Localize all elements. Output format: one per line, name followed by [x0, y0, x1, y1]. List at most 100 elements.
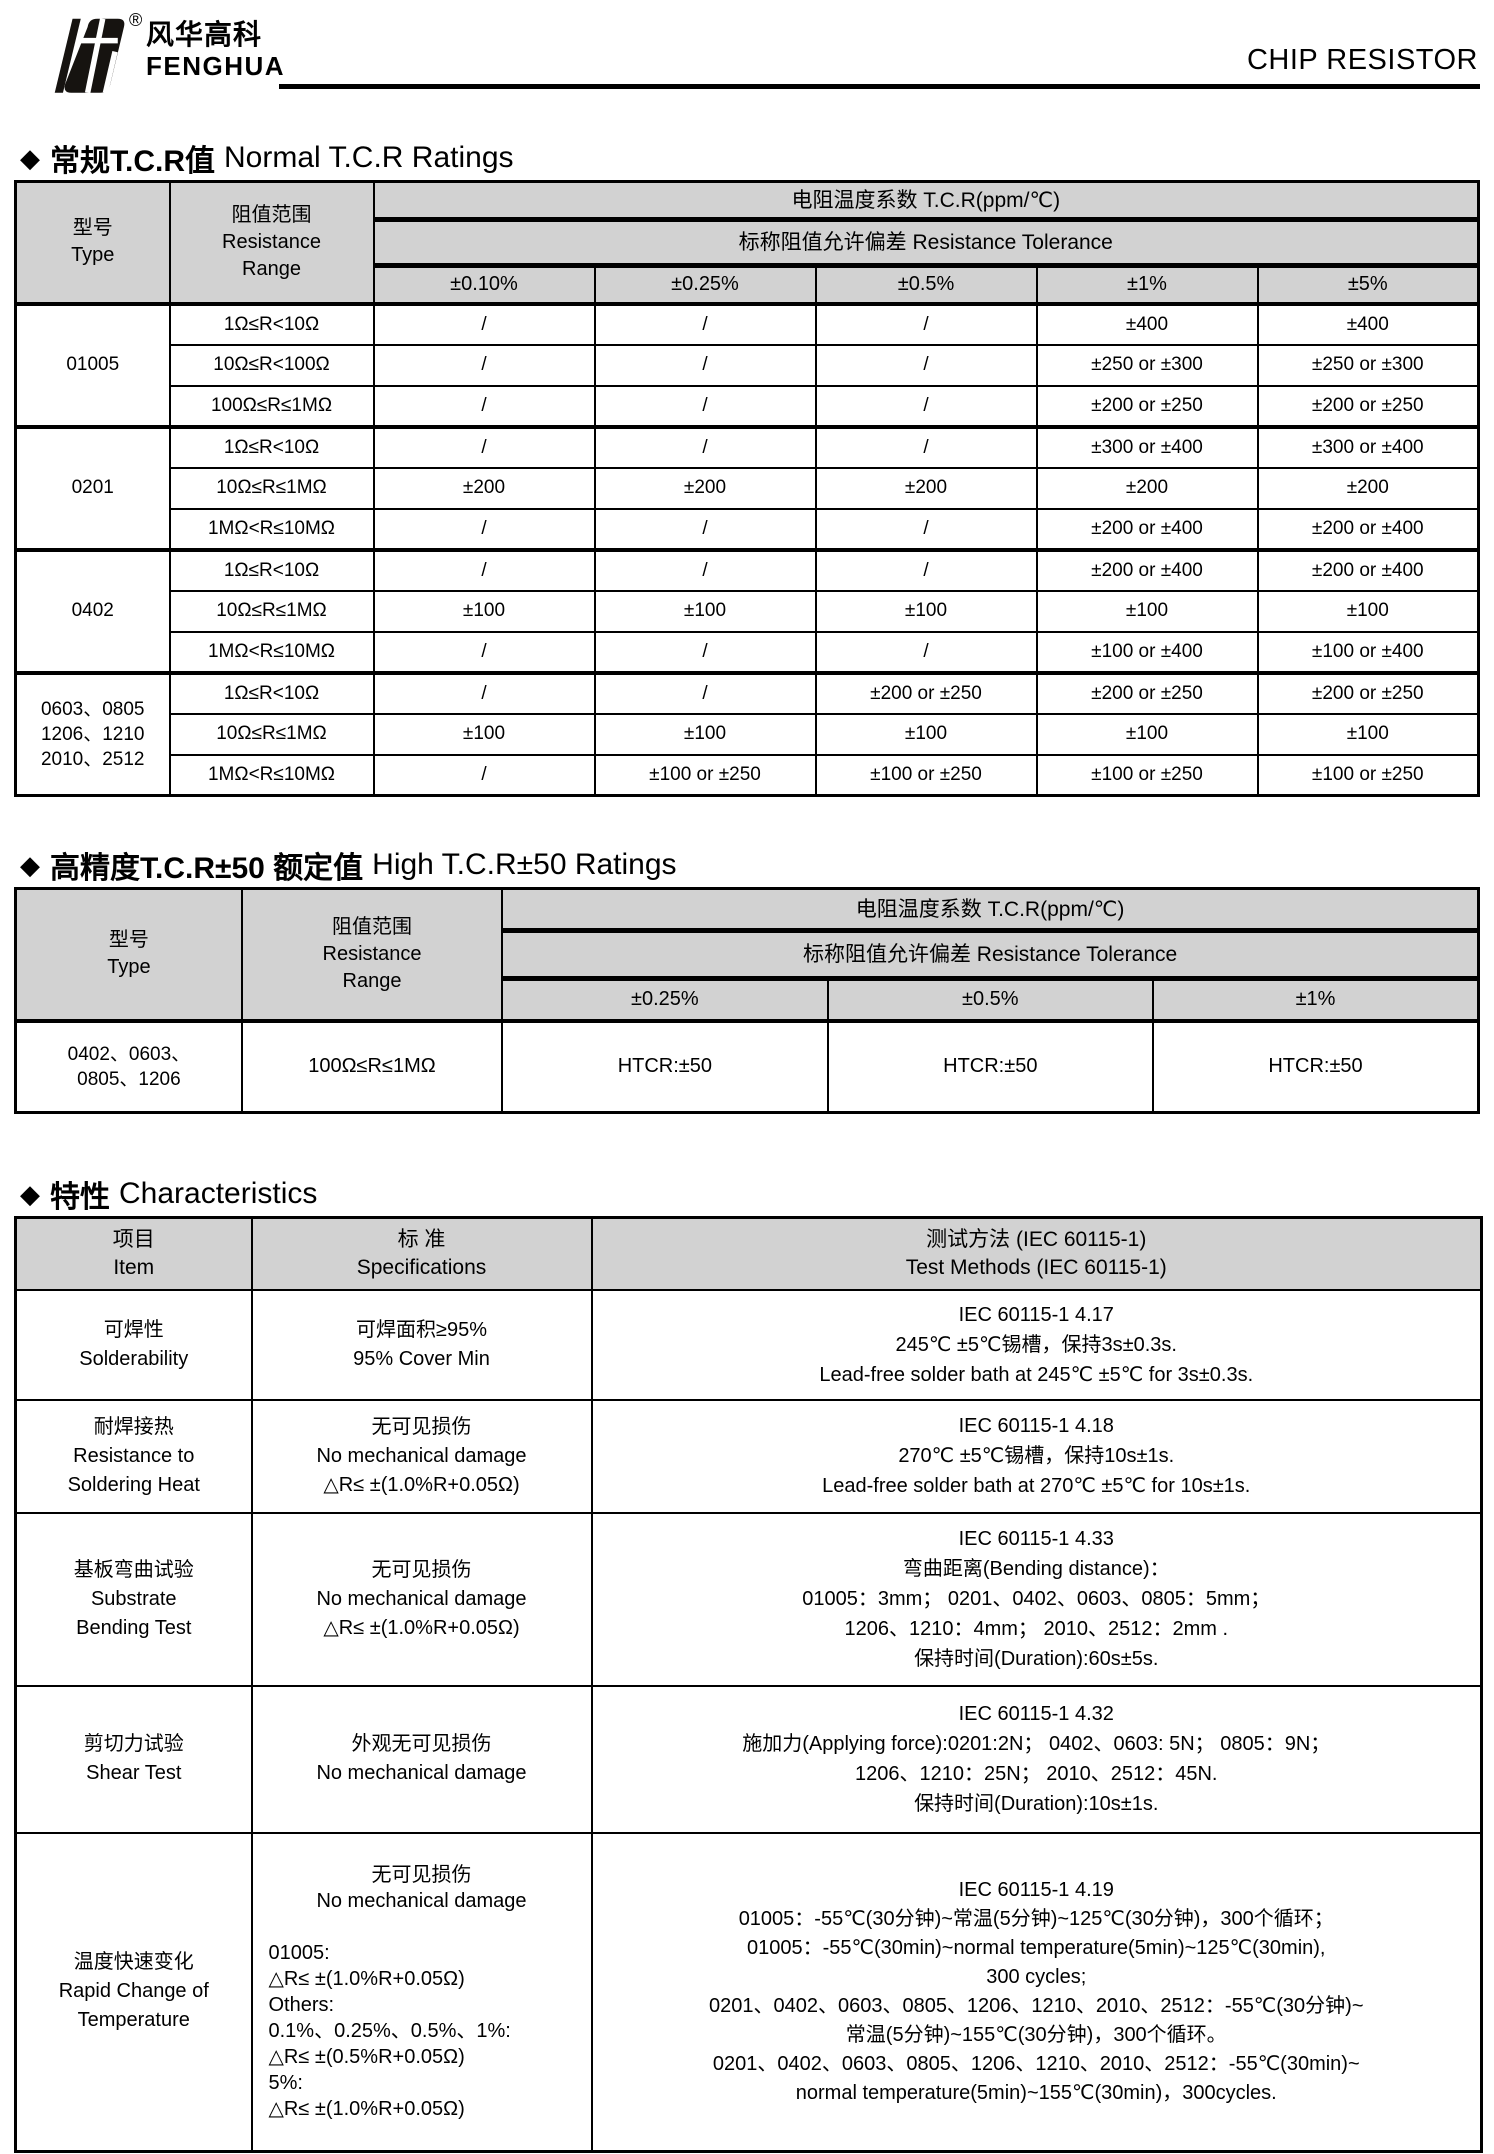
tcr-value-cell: ±100 or ±250 [1256, 753, 1480, 797]
tcr-value-cell: / [593, 384, 817, 428]
table-row: 0402 1Ω≤R<10Ω / / / ±200 or ±400 ±200 or… [14, 547, 1480, 674]
tcr-value-cell: ±100 [1256, 589, 1480, 633]
section-title-characteristics: ◆ 特性 Characteristics [20, 1114, 1494, 1216]
table-row: 0402、0603、 0805、1206 100Ω≤R≤1MΩ HTCR:±50… [14, 1018, 1480, 1114]
type-cell: 0402、0603、 0805、1206 [14, 1018, 243, 1114]
section-title-cn: 常规T.C.R值 [50, 145, 215, 178]
col-header-tol-5: ±5% [1256, 264, 1480, 305]
type-cell: 0201 [14, 424, 171, 551]
tcr-value-cell: ±100 [593, 712, 817, 756]
diamond-bullet-icon: ◆ [20, 1178, 40, 1209]
item-cell: 可焊性 Solderability [14, 1288, 253, 1401]
col-header-method: 测试方法 (IEC 60115-1) Test Methods (IEC 601… [590, 1216, 1483, 1291]
range-cell: 10Ω≤R<100Ω [168, 343, 375, 387]
type-cell: 01005 [14, 301, 171, 428]
table-row: 1MΩ<R≤10MΩ / / / ±200 or ±400 ±200 or ±4… [16, 507, 1480, 551]
col-header-type: 型号 Type [14, 887, 243, 1022]
type-cell: 0402 [14, 547, 171, 674]
section-title-en: Normal T.C.R Ratings [224, 141, 514, 174]
col-header-range: 阻值范围 Resistance Range [168, 180, 375, 305]
range-cell: 10Ω≤R≤1MΩ [168, 589, 375, 633]
col-header-tol-1: ±1% [1035, 264, 1259, 305]
section-title-normal-tcr: ◆ 常规T.C.R值 Normal T.C.R Ratings [20, 110, 1494, 180]
col-header-tolerance: 标称阻值允许偏差 Resistance Tolerance [501, 929, 1480, 981]
tcr-value-cell: / [814, 547, 1038, 592]
tcr-value-cell: ±200 or ±250 [1035, 384, 1259, 428]
tcr-value-cell: / [814, 507, 1038, 551]
spec-cell: 无可见损伤 No mechanical damage 01005: △R≤ ±(… [250, 1831, 593, 2152]
tcr-value-cell: / [814, 301, 1038, 346]
tcr-value-cell: ±250 or ±300 [1035, 343, 1259, 387]
section-title-high-tcr: ◆ 高精度T.C.R±50 额定值 High T.C.R±50 Ratings [20, 797, 1494, 887]
tcr-value-cell: ±200 or ±400 [1035, 547, 1259, 592]
table-row: 耐焊接热 Resistance to Soldering Heat 无可见损伤 … [14, 1398, 1483, 1514]
htcr-value-cell: HTCR:±50 [826, 1018, 1155, 1114]
col-header-type: 型号 Type [14, 180, 171, 305]
tcr-value-cell: ±250 or ±300 [1256, 343, 1480, 387]
tcr-value-cell: ±200 [1256, 466, 1480, 510]
table-row: 10Ω≤R≤1MΩ ±100 ±100 ±100 ±100 ±100 [16, 589, 1480, 633]
col-header-tolerance: 标称阻值允许偏差 Resistance Tolerance [372, 218, 1480, 268]
range-cell: 1MΩ<R≤10MΩ [168, 753, 375, 797]
tcr-value-cell: ±300 or ±400 [1035, 424, 1259, 469]
tcr-value-cell: / [814, 424, 1038, 469]
high-tcr-table: 型号 Type 阻值范围 Resistance Range 电阻温度系数 T.C… [14, 887, 1480, 1114]
table-row: 10Ω≤R<100Ω / / / ±250 or ±300 ±250 or ±3… [16, 343, 1480, 387]
col-header-tol-010: ±0.10% [372, 264, 596, 305]
htcr-value-cell: HTCR:±50 [1152, 1018, 1480, 1114]
header-rule [279, 84, 1480, 89]
col-header-range: 阻值范围 Resistance Range [240, 887, 504, 1022]
method-cell: IEC 60115-1 4.18 270℃ ±5℃锡槽，保持10s±1s. Le… [590, 1398, 1483, 1514]
tcr-value-cell: ±100 [593, 589, 817, 633]
page-header: ® 风华高科 FENGHUA CHIP RESISTOR [0, 0, 1494, 110]
tcr-value-cell: ±100 [1256, 712, 1480, 756]
type-cell: 0603、0805 1206、1210 2010、2512 [14, 670, 171, 797]
col-header-tol-025: ±0.25% [593, 264, 817, 305]
tcr-value-cell: ±100 or ±250 [814, 753, 1038, 797]
col-header-spec: 标 准 Specifications [250, 1216, 593, 1291]
tcr-value-cell: / [593, 343, 817, 387]
tcr-value-cell: / [593, 507, 817, 551]
tcr-value-cell: / [593, 670, 817, 715]
item-cell: 温度快速变化 Rapid Change of Temperature [14, 1831, 253, 2152]
tcr-value-cell: / [814, 343, 1038, 387]
item-cell: 耐焊接热 Resistance to Soldering Heat [14, 1398, 253, 1514]
tcr-value-cell: ±200 or ±400 [1256, 507, 1480, 551]
tcr-value-cell: ±100 [1035, 589, 1259, 633]
diamond-bullet-icon: ◆ [20, 142, 40, 173]
method-cell: IEC 60115-1 4.32 施加力(Applying force):020… [590, 1684, 1483, 1834]
table-row: 1MΩ<R≤10MΩ / ±100 or ±250 ±100 or ±250 ±… [16, 753, 1480, 797]
table-row: 100Ω≤R≤1MΩ / / / ±200 or ±250 ±200 or ±2… [16, 384, 1480, 428]
tcr-value-cell: ±100 [814, 589, 1038, 633]
tcr-value-cell: ±100 or ±400 [1256, 630, 1480, 674]
range-cell: 1Ω≤R<10Ω [168, 424, 375, 469]
tcr-value-cell: ±200 or ±250 [1256, 384, 1480, 428]
tcr-value-cell: / [814, 384, 1038, 428]
method-cell: IEC 60115-1 4.33 弯曲距离(Bending distance)：… [590, 1511, 1483, 1687]
range-cell: 1Ω≤R<10Ω [168, 301, 375, 346]
tcr-value-cell: / [372, 630, 596, 674]
tcr-value-cell: ±200 [593, 466, 817, 510]
brand-name-cn: 风华高科 [146, 19, 263, 50]
section-title-cn: 特性 [50, 1181, 110, 1214]
table-row: 可焊性 Solderability 可焊面积≥95% 95% Cover Min… [14, 1288, 1483, 1401]
section-title-en: Characteristics [119, 1177, 318, 1210]
fenghua-logo-icon [54, 18, 125, 93]
tcr-value-cell: ±100 or ±250 [1035, 753, 1259, 797]
tcr-value-cell: ±100 [372, 712, 596, 756]
tcr-value-cell: ±200 [1035, 466, 1259, 510]
tcr-value-cell: / [372, 547, 596, 592]
col-header-tcr: 电阻温度系数 T.C.R(ppm/℃) [372, 180, 1480, 222]
page-title: CHIP RESISTOR [1246, 44, 1478, 76]
tcr-value-cell: / [372, 424, 596, 469]
tcr-value-cell: ±400 [1035, 301, 1259, 346]
table-row: 01005 1Ω≤R<10Ω / / / ±400 ±400 [14, 301, 1480, 428]
tcr-value-cell: ±200 or ±400 [1035, 507, 1259, 551]
method-cell: IEC 60115-1 4.17 245℃ ±5℃锡槽，保持3s±0.3s. L… [590, 1288, 1483, 1401]
diamond-bullet-icon: ◆ [20, 849, 40, 880]
tcr-value-cell: / [593, 301, 817, 346]
tcr-value-cell: / [593, 424, 817, 469]
tcr-value-cell: ±200 or ±250 [814, 670, 1038, 715]
tcr-value-cell: ±300 or ±400 [1256, 424, 1480, 469]
table-row: 温度快速变化 Rapid Change of Temperature 无可见损伤… [14, 1831, 1483, 2152]
